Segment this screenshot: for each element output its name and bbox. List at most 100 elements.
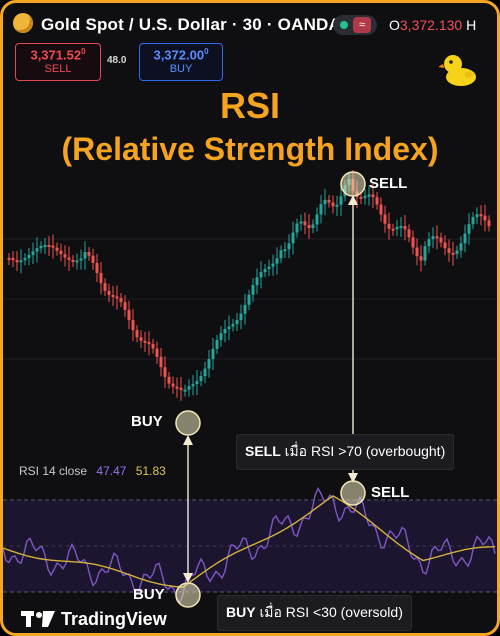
rsi-legend[interactable]: RSI 14 close 47.47 51.83: [19, 464, 166, 478]
candle-body: [63, 254, 67, 258]
candle-body: [339, 196, 343, 205]
candle-body: [487, 220, 491, 227]
candle-body: [39, 245, 43, 249]
ohlc-open-label: O: [389, 17, 400, 33]
candle-body: [267, 266, 271, 270]
rsi-indicator-name: RSI 14 close: [19, 464, 88, 478]
candle-body: [87, 252, 91, 256]
candle-body: [291, 232, 295, 244]
market-status-pill[interactable]: ≈: [333, 15, 377, 35]
candle-body: [283, 249, 287, 252]
candle-body: [151, 343, 155, 349]
candle-body: [111, 294, 115, 297]
candle-body: [395, 226, 399, 230]
candle-body: [59, 250, 63, 255]
signal-highlight-circle: [175, 582, 201, 608]
price-chart[interactable]: [3, 3, 497, 633]
candle-body: [103, 283, 107, 291]
candle-body: [47, 245, 51, 248]
candle-body: [259, 272, 263, 278]
candle-body: [223, 329, 227, 334]
candle-body: [31, 251, 35, 256]
candle-body: [123, 302, 127, 310]
sell-button[interactable]: 3,371.520 SELL: [15, 43, 101, 81]
candle-body: [483, 215, 487, 221]
rsi-ma-line: [3, 495, 496, 588]
candle-body: [115, 296, 119, 299]
candle-body: [431, 236, 435, 240]
candle-body: [331, 202, 335, 207]
candle-body: [407, 229, 411, 238]
candle-body: [35, 248, 39, 252]
page-title: RSI: [219, 85, 280, 126]
candle-body: [411, 237, 415, 248]
candle-body: [43, 245, 47, 248]
rsi-line: [3, 486, 496, 605]
candle-body: [423, 246, 427, 261]
rsi-ma-value: 51.83: [135, 464, 166, 478]
tradingview-logo-icon: [21, 611, 55, 627]
candle-body: [51, 245, 55, 248]
candle-body: [319, 204, 323, 215]
sell-price: 3,371.52: [30, 47, 82, 63]
sell-rule-text: เมื่อ RSI >70 (overbought): [280, 443, 446, 459]
candle-body: [287, 243, 291, 250]
buy-rule-key: BUY: [226, 604, 256, 620]
candle-body: [415, 247, 419, 257]
candle-body: [159, 356, 163, 368]
sell-connector-arrowhead: [348, 195, 358, 205]
candle-body: [391, 228, 395, 231]
signal-highlight-circle: [340, 171, 366, 197]
candle-body: [255, 277, 259, 286]
candle-body: [443, 242, 447, 249]
sell-rule-note: SELL เมื่อ RSI >70 (overbought): [236, 434, 455, 470]
candle-body: [23, 258, 27, 261]
duck-mascot-icon: [439, 55, 476, 86]
candle-body: [227, 326, 231, 330]
signal-highlight-circle: [340, 480, 366, 506]
candle-body: [479, 214, 483, 217]
candle-body: [295, 223, 299, 233]
candle-body: [363, 195, 367, 198]
candle-body: [19, 260, 23, 263]
sell-label: SELL: [44, 63, 72, 76]
candle-body: [155, 348, 159, 357]
candle-body: [327, 199, 331, 203]
ohlc-open-value: 3,372.130: [399, 17, 463, 33]
signal-highlight-circle: [175, 410, 201, 436]
buy-rule-note: BUY เมื่อ RSI <30 (oversold): [217, 595, 412, 631]
candle-body: [435, 236, 439, 239]
candle-body: [171, 383, 175, 387]
candle-body: [323, 199, 327, 205]
candle-body: [119, 297, 123, 303]
candle-body: [95, 262, 99, 274]
candle-body: [11, 257, 15, 261]
candle-body: [83, 252, 87, 259]
buy-connector-arrowhead: [183, 435, 193, 445]
symbol-title[interactable]: Gold Spot / U.S. Dollar · 30 · OANDA: [41, 15, 341, 34]
buy-connector-arrowhead: [183, 573, 193, 583]
candle-body: [379, 204, 383, 215]
buy-button[interactable]: 3,372.000 BUY: [139, 43, 223, 81]
buy-price-pipette: 0: [204, 47, 209, 56]
candle-body: [195, 381, 199, 384]
candle-body: [71, 259, 75, 262]
buy-label: BUY: [169, 63, 193, 76]
sell-price-pipette: 0: [81, 47, 86, 56]
candle-body: [251, 285, 255, 295]
candle-body: [439, 237, 443, 243]
candle-body: [383, 214, 387, 224]
candle-body: [183, 389, 187, 392]
candle-body: [239, 313, 243, 321]
candle-body: [475, 214, 479, 218]
candle-body: [275, 258, 279, 264]
candle-body: [207, 359, 211, 369]
price-buy-callout: BUY: [131, 413, 163, 430]
buy-price: 3,372.00: [153, 47, 205, 63]
sell-connector-arrowhead: [348, 473, 358, 483]
candle-body: [471, 217, 475, 225]
candle-body: [243, 304, 247, 314]
candle-body: [451, 252, 455, 255]
page-subtitle: (Relative Strength Index): [61, 131, 439, 167]
